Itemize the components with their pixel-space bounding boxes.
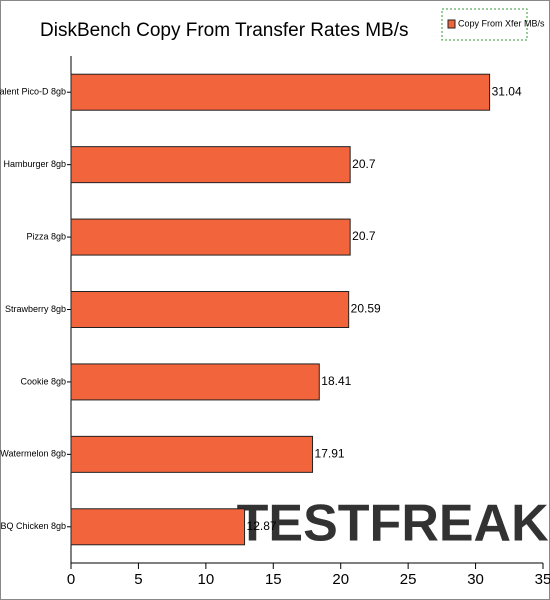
y-tick-label: Watermelon 8gb (0, 449, 66, 459)
value-label: 20.7 (352, 157, 376, 171)
y-tick-label: BBQ Chicken 8gb (0, 521, 66, 531)
bar (70, 218, 351, 256)
legend-box (441, 8, 528, 41)
bar (70, 435, 314, 473)
legend-swatch (447, 19, 456, 29)
x-tick-label: 15 (265, 571, 282, 588)
bar (70, 73, 491, 111)
value-label: 12.87 (247, 519, 277, 533)
x-tick-label: 25 (400, 571, 417, 588)
value-label: 18.41 (321, 374, 351, 388)
bar (70, 508, 246, 546)
value-label: 17.91 (315, 447, 345, 461)
x-tick-label: 10 (198, 571, 215, 588)
bar (70, 291, 350, 328)
y-tick-label: Cookie 8gb (20, 376, 66, 386)
x-tick-label: 35 (535, 571, 550, 588)
x-tick-label: 0 (67, 571, 75, 588)
value-label: 31.04 (492, 84, 522, 98)
bar (70, 363, 320, 401)
y-tick-label: Pizza 8gb (26, 231, 66, 241)
y-tick-label: Hamburger 8gb (3, 159, 66, 169)
y-tick-label: Strawberry 8gb (5, 304, 66, 314)
y-tick-label: Super Talent Pico-D 8gb (0, 87, 66, 97)
x-tick-label: 5 (134, 571, 142, 588)
value-label: 20.7 (352, 229, 376, 243)
x-tick-label: 30 (467, 571, 484, 588)
bar (70, 146, 351, 184)
legend-label: Copy From Xfer MB/s (458, 18, 545, 28)
chart-title: DiskBench Copy From Transfer Rates MB/s (40, 20, 409, 41)
watermark: TESTFREAKS (237, 495, 550, 553)
value-label: 20.59 (351, 302, 381, 316)
x-tick-label: 20 (332, 571, 349, 588)
